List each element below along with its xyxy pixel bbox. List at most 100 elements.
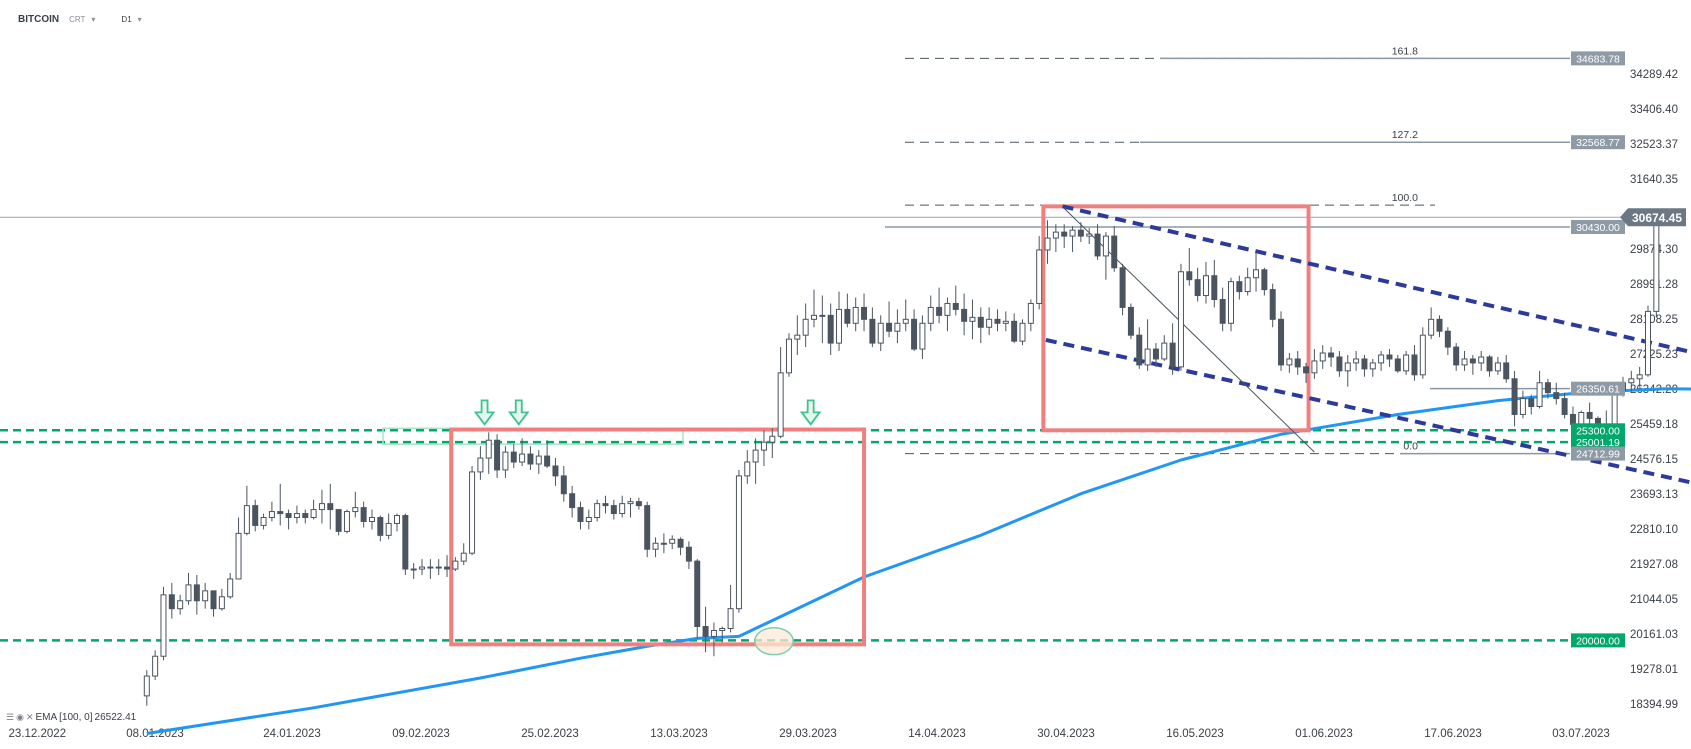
bearish-candle-body xyxy=(1111,235,1118,269)
timeframe-dropdown-chevron-icon[interactable]: ▾ xyxy=(137,15,142,24)
candle xyxy=(202,582,209,609)
candle xyxy=(894,309,901,344)
bearish-candle-body xyxy=(377,517,384,536)
bearish-candle-body xyxy=(1553,392,1560,400)
ema-line xyxy=(146,387,1691,735)
bearish-candle-body xyxy=(994,318,1001,324)
timeframe-label[interactable]: D1 xyxy=(121,15,132,24)
bullish-candle-body xyxy=(1369,362,1376,370)
candle xyxy=(577,501,584,530)
candle xyxy=(727,584,734,633)
candle xyxy=(302,509,309,524)
settings-icon[interactable]: ☰ xyxy=(6,712,15,722)
x-tick-label: 17.06.2023 xyxy=(1424,728,1482,740)
candle xyxy=(410,563,417,579)
candle xyxy=(1303,362,1310,383)
bullish-candle-body xyxy=(502,451,509,471)
bullish-candle-body xyxy=(435,566,442,569)
price-tag-label: 20000.00 xyxy=(1576,635,1620,647)
bullish-candle-body xyxy=(227,578,234,598)
bearish-candle-body xyxy=(1544,382,1551,394)
bullish-candle-body xyxy=(519,453,526,463)
visibility-icon[interactable]: ◉ xyxy=(16,712,24,722)
bullish-candle-body xyxy=(1202,275,1209,297)
bullish-candle-body xyxy=(235,532,242,580)
candle xyxy=(1494,356,1501,375)
candle xyxy=(1536,370,1543,409)
bearish-candle-body xyxy=(685,546,692,562)
candle xyxy=(794,315,801,355)
bearish-candle-body xyxy=(168,594,175,610)
candle xyxy=(1219,287,1226,332)
bullish-candle-body xyxy=(919,322,926,350)
price-tag: 26350.61 xyxy=(1571,381,1625,396)
candle xyxy=(1077,222,1084,243)
candle xyxy=(777,347,784,439)
candle xyxy=(343,509,350,534)
bearish-candle-body xyxy=(1269,289,1276,320)
bearish-candle-body xyxy=(886,322,893,332)
bearish-candle-body xyxy=(569,493,576,509)
bullish-candle-body xyxy=(1428,318,1435,336)
bearish-candle-body xyxy=(1211,275,1218,301)
bearish-candle-body xyxy=(444,566,451,570)
candle xyxy=(1228,277,1234,332)
candle xyxy=(318,489,325,524)
bearish-candle-body xyxy=(1136,334,1143,366)
candle xyxy=(702,606,709,653)
bullish-candle-body xyxy=(585,517,592,522)
bullish-candle-body xyxy=(927,306,934,324)
candle xyxy=(869,307,876,348)
bullish-candle-body xyxy=(1244,277,1251,293)
price-tag-box xyxy=(1571,633,1625,648)
candle xyxy=(644,501,651,558)
candle xyxy=(1319,345,1326,369)
bullish-candle-body xyxy=(343,511,350,532)
candle xyxy=(402,513,409,575)
bullish-candle-body xyxy=(385,522,392,536)
candle xyxy=(694,559,701,639)
candle xyxy=(1253,251,1260,292)
candle xyxy=(494,434,501,478)
bullish-candle-body xyxy=(669,538,676,544)
price-tag-label: 34683.78 xyxy=(1576,53,1620,65)
candle xyxy=(1094,224,1101,260)
bearish-candle-body xyxy=(193,584,200,602)
candle xyxy=(719,626,726,643)
instrument-dropdown-chevron-icon[interactable]: ▾ xyxy=(91,15,96,24)
candle xyxy=(469,465,476,556)
candle xyxy=(744,450,751,484)
candle xyxy=(243,485,250,536)
candle xyxy=(652,537,659,558)
candle xyxy=(1186,247,1193,286)
bullish-candle-body xyxy=(1052,231,1059,239)
bullish-candle-body xyxy=(1027,302,1034,324)
candle xyxy=(919,315,926,359)
y-tick-label: 28108.25 xyxy=(1630,314,1678,326)
candle xyxy=(419,559,426,575)
bearish-candle-body xyxy=(1094,233,1101,257)
candle xyxy=(1069,226,1076,252)
candle xyxy=(902,299,909,332)
bullish-candle-body xyxy=(1344,362,1351,372)
candle xyxy=(1511,370,1518,427)
candle xyxy=(1461,351,1468,371)
bearish-candle-body xyxy=(861,306,868,320)
candle xyxy=(460,543,467,566)
candle xyxy=(1436,315,1443,338)
candle xyxy=(1052,224,1059,252)
candle xyxy=(1002,311,1009,332)
y-tick-label: 32523.37 xyxy=(1630,139,1678,151)
candle xyxy=(1519,390,1526,419)
candle xyxy=(143,670,150,706)
bullish-candle-body xyxy=(1002,320,1009,324)
price-tag: 20000.00 xyxy=(1571,633,1625,648)
bullish-candle-body xyxy=(660,542,667,545)
close-icon[interactable]: ✕ xyxy=(25,712,34,722)
candle xyxy=(1503,354,1510,383)
bearish-candle-body xyxy=(677,538,684,548)
consolidation-box xyxy=(1041,204,1311,433)
bearish-candle-body xyxy=(335,509,342,532)
bullish-candle-body xyxy=(794,334,801,340)
